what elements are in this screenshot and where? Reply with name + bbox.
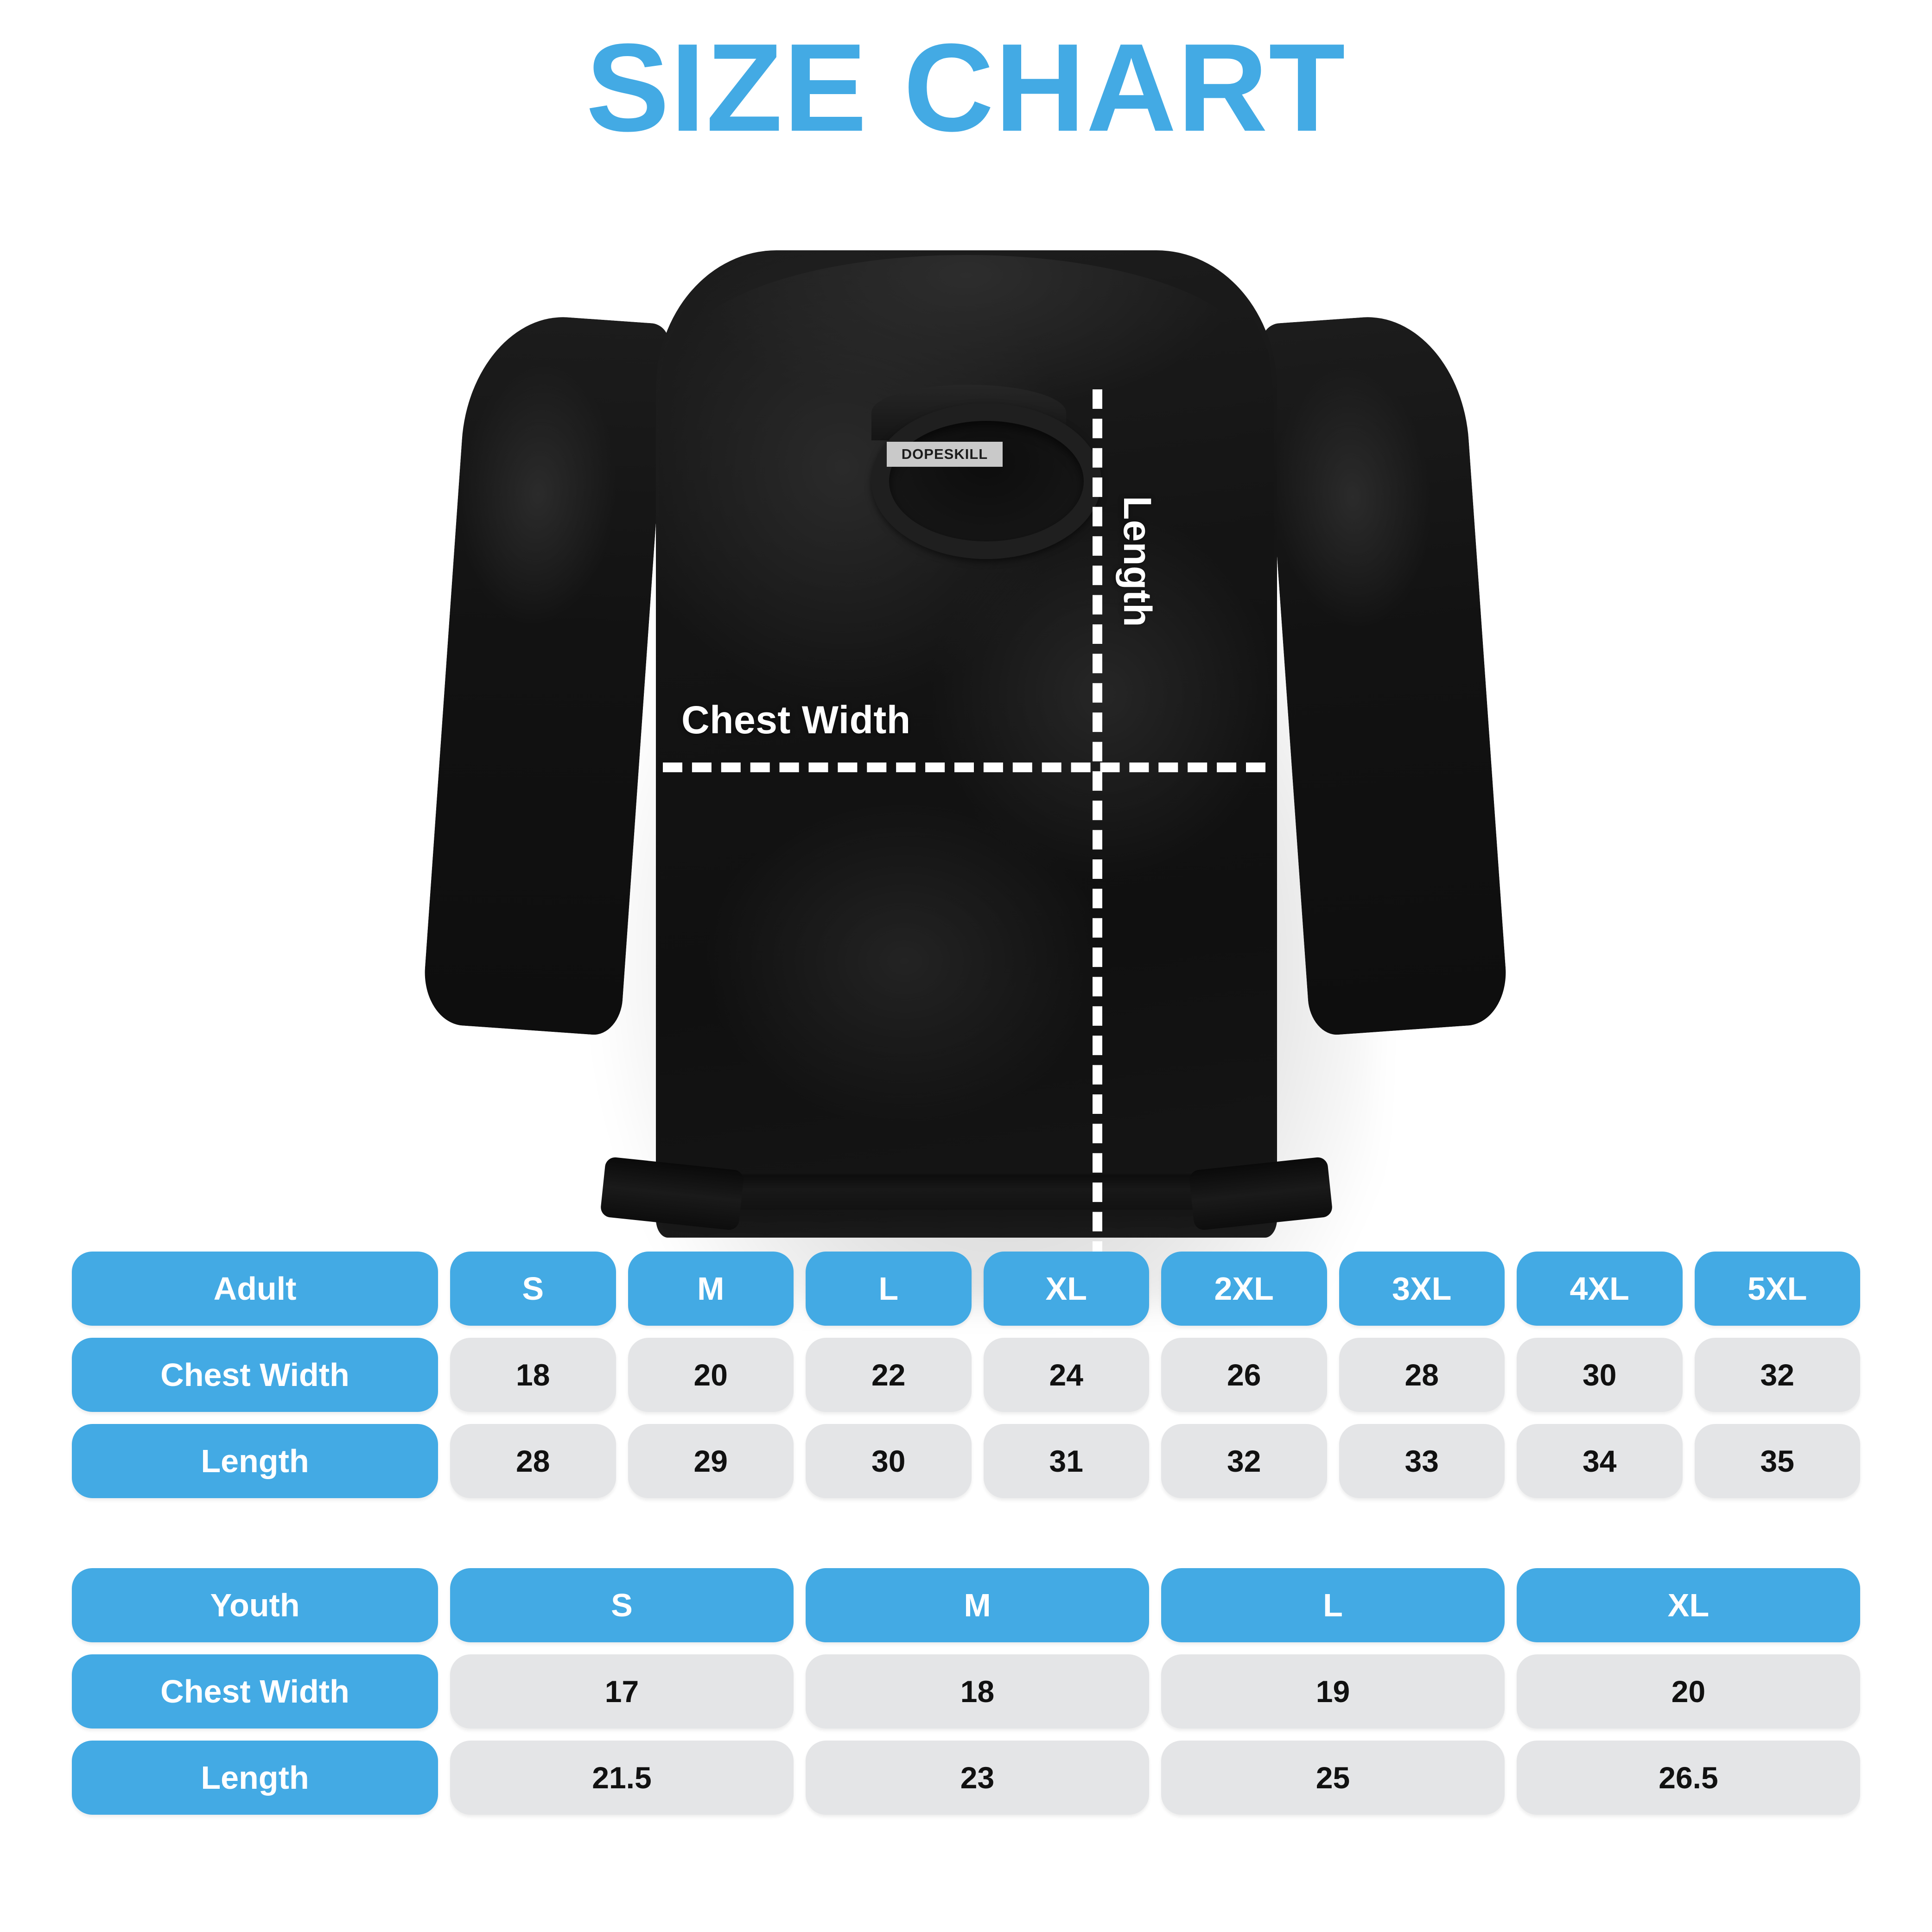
garment-illustration: DOPESKILL Chest Width Length xyxy=(0,185,1932,1349)
adult-chest-width-label: Chest Width xyxy=(72,1338,438,1412)
youth-length-row: Length 21.5 23 25 26.5 xyxy=(72,1741,1860,1815)
adult-chest-width-m: 20 xyxy=(628,1338,794,1412)
adult-size-m[interactable]: M xyxy=(628,1252,794,1326)
adult-header-row: Adult S M L XL 2XL 3XL 4XL 5XL xyxy=(72,1252,1860,1326)
adult-chest-width-row: Chest Width 18 20 22 24 26 28 30 32 xyxy=(72,1338,1860,1412)
adult-chest-width-4xl: 30 xyxy=(1517,1338,1683,1412)
youth-chest-width-label: Chest Width xyxy=(72,1654,438,1729)
youth-header-label: Youth xyxy=(72,1568,438,1642)
adult-size-table: Adult S M L XL 2XL 3XL 4XL 5XL Chest Wid… xyxy=(0,1252,1932,1498)
shirt-hem xyxy=(656,1173,1277,1210)
youth-size-xl[interactable]: XL xyxy=(1517,1568,1860,1642)
adult-chest-width-2xl: 26 xyxy=(1161,1338,1327,1412)
adult-length-l: 30 xyxy=(806,1424,972,1498)
youth-size-table: Youth S M L XL Chest Width 17 18 19 20 L… xyxy=(0,1568,1932,1815)
collar-ribbing xyxy=(871,403,1101,559)
neck-tag: DOPESKILL xyxy=(887,442,1003,467)
adult-size-3xl[interactable]: 3XL xyxy=(1339,1252,1505,1326)
adult-chest-width-xl: 24 xyxy=(983,1338,1149,1412)
adult-length-2xl: 32 xyxy=(1161,1424,1327,1498)
adult-chest-width-l: 22 xyxy=(806,1338,972,1412)
length-label: Length xyxy=(1116,496,1159,627)
youth-chest-width-l: 19 xyxy=(1161,1654,1505,1729)
youth-chest-width-row: Chest Width 17 18 19 20 xyxy=(72,1654,1860,1729)
adult-size-5xl[interactable]: 5XL xyxy=(1694,1252,1860,1326)
adult-chest-width-3xl: 28 xyxy=(1339,1338,1505,1412)
youth-chest-width-m: 18 xyxy=(806,1654,1149,1729)
youth-length-m: 23 xyxy=(806,1741,1149,1815)
youth-size-s[interactable]: S xyxy=(450,1568,794,1642)
adult-size-4xl[interactable]: 4XL xyxy=(1517,1252,1683,1326)
adult-length-m: 29 xyxy=(628,1424,794,1498)
chest-width-measure-line xyxy=(663,763,1265,772)
youth-length-xl: 26.5 xyxy=(1517,1741,1860,1815)
adult-length-xl: 31 xyxy=(983,1424,1149,1498)
adult-size-s[interactable]: S xyxy=(450,1252,616,1326)
youth-length-s: 21.5 xyxy=(450,1741,794,1815)
youth-length-l: 25 xyxy=(1161,1741,1505,1815)
adult-chest-width-s: 18 xyxy=(450,1338,616,1412)
adult-chest-width-5xl: 32 xyxy=(1694,1338,1860,1412)
adult-length-3xl: 33 xyxy=(1339,1424,1505,1498)
youth-size-l[interactable]: L xyxy=(1161,1568,1505,1642)
adult-size-l[interactable]: L xyxy=(806,1252,972,1326)
length-measure-line xyxy=(1093,389,1102,1349)
adult-header-label: Adult xyxy=(72,1252,438,1326)
adult-length-s: 28 xyxy=(450,1424,616,1498)
adult-length-5xl: 35 xyxy=(1694,1424,1860,1498)
adult-size-xl[interactable]: XL xyxy=(983,1252,1149,1326)
size-tables: Adult S M L XL 2XL 3XL 4XL 5XL Chest Wid… xyxy=(0,1252,1932,1827)
adult-length-label: Length xyxy=(72,1424,438,1498)
adult-length-row: Length 28 29 30 31 32 33 34 35 xyxy=(72,1424,1860,1498)
youth-chest-width-s: 17 xyxy=(450,1654,794,1729)
page-title: SIZE CHART xyxy=(586,18,1346,158)
youth-size-m[interactable]: M xyxy=(806,1568,1149,1642)
youth-length-label: Length xyxy=(72,1741,438,1815)
youth-chest-width-xl: 20 xyxy=(1517,1654,1860,1729)
table-spacer xyxy=(0,1510,1932,1568)
adult-length-4xl: 34 xyxy=(1517,1424,1683,1498)
chest-width-label: Chest Width xyxy=(681,698,911,742)
adult-size-2xl[interactable]: 2XL xyxy=(1161,1252,1327,1326)
youth-header-row: Youth S M L XL xyxy=(72,1568,1860,1642)
